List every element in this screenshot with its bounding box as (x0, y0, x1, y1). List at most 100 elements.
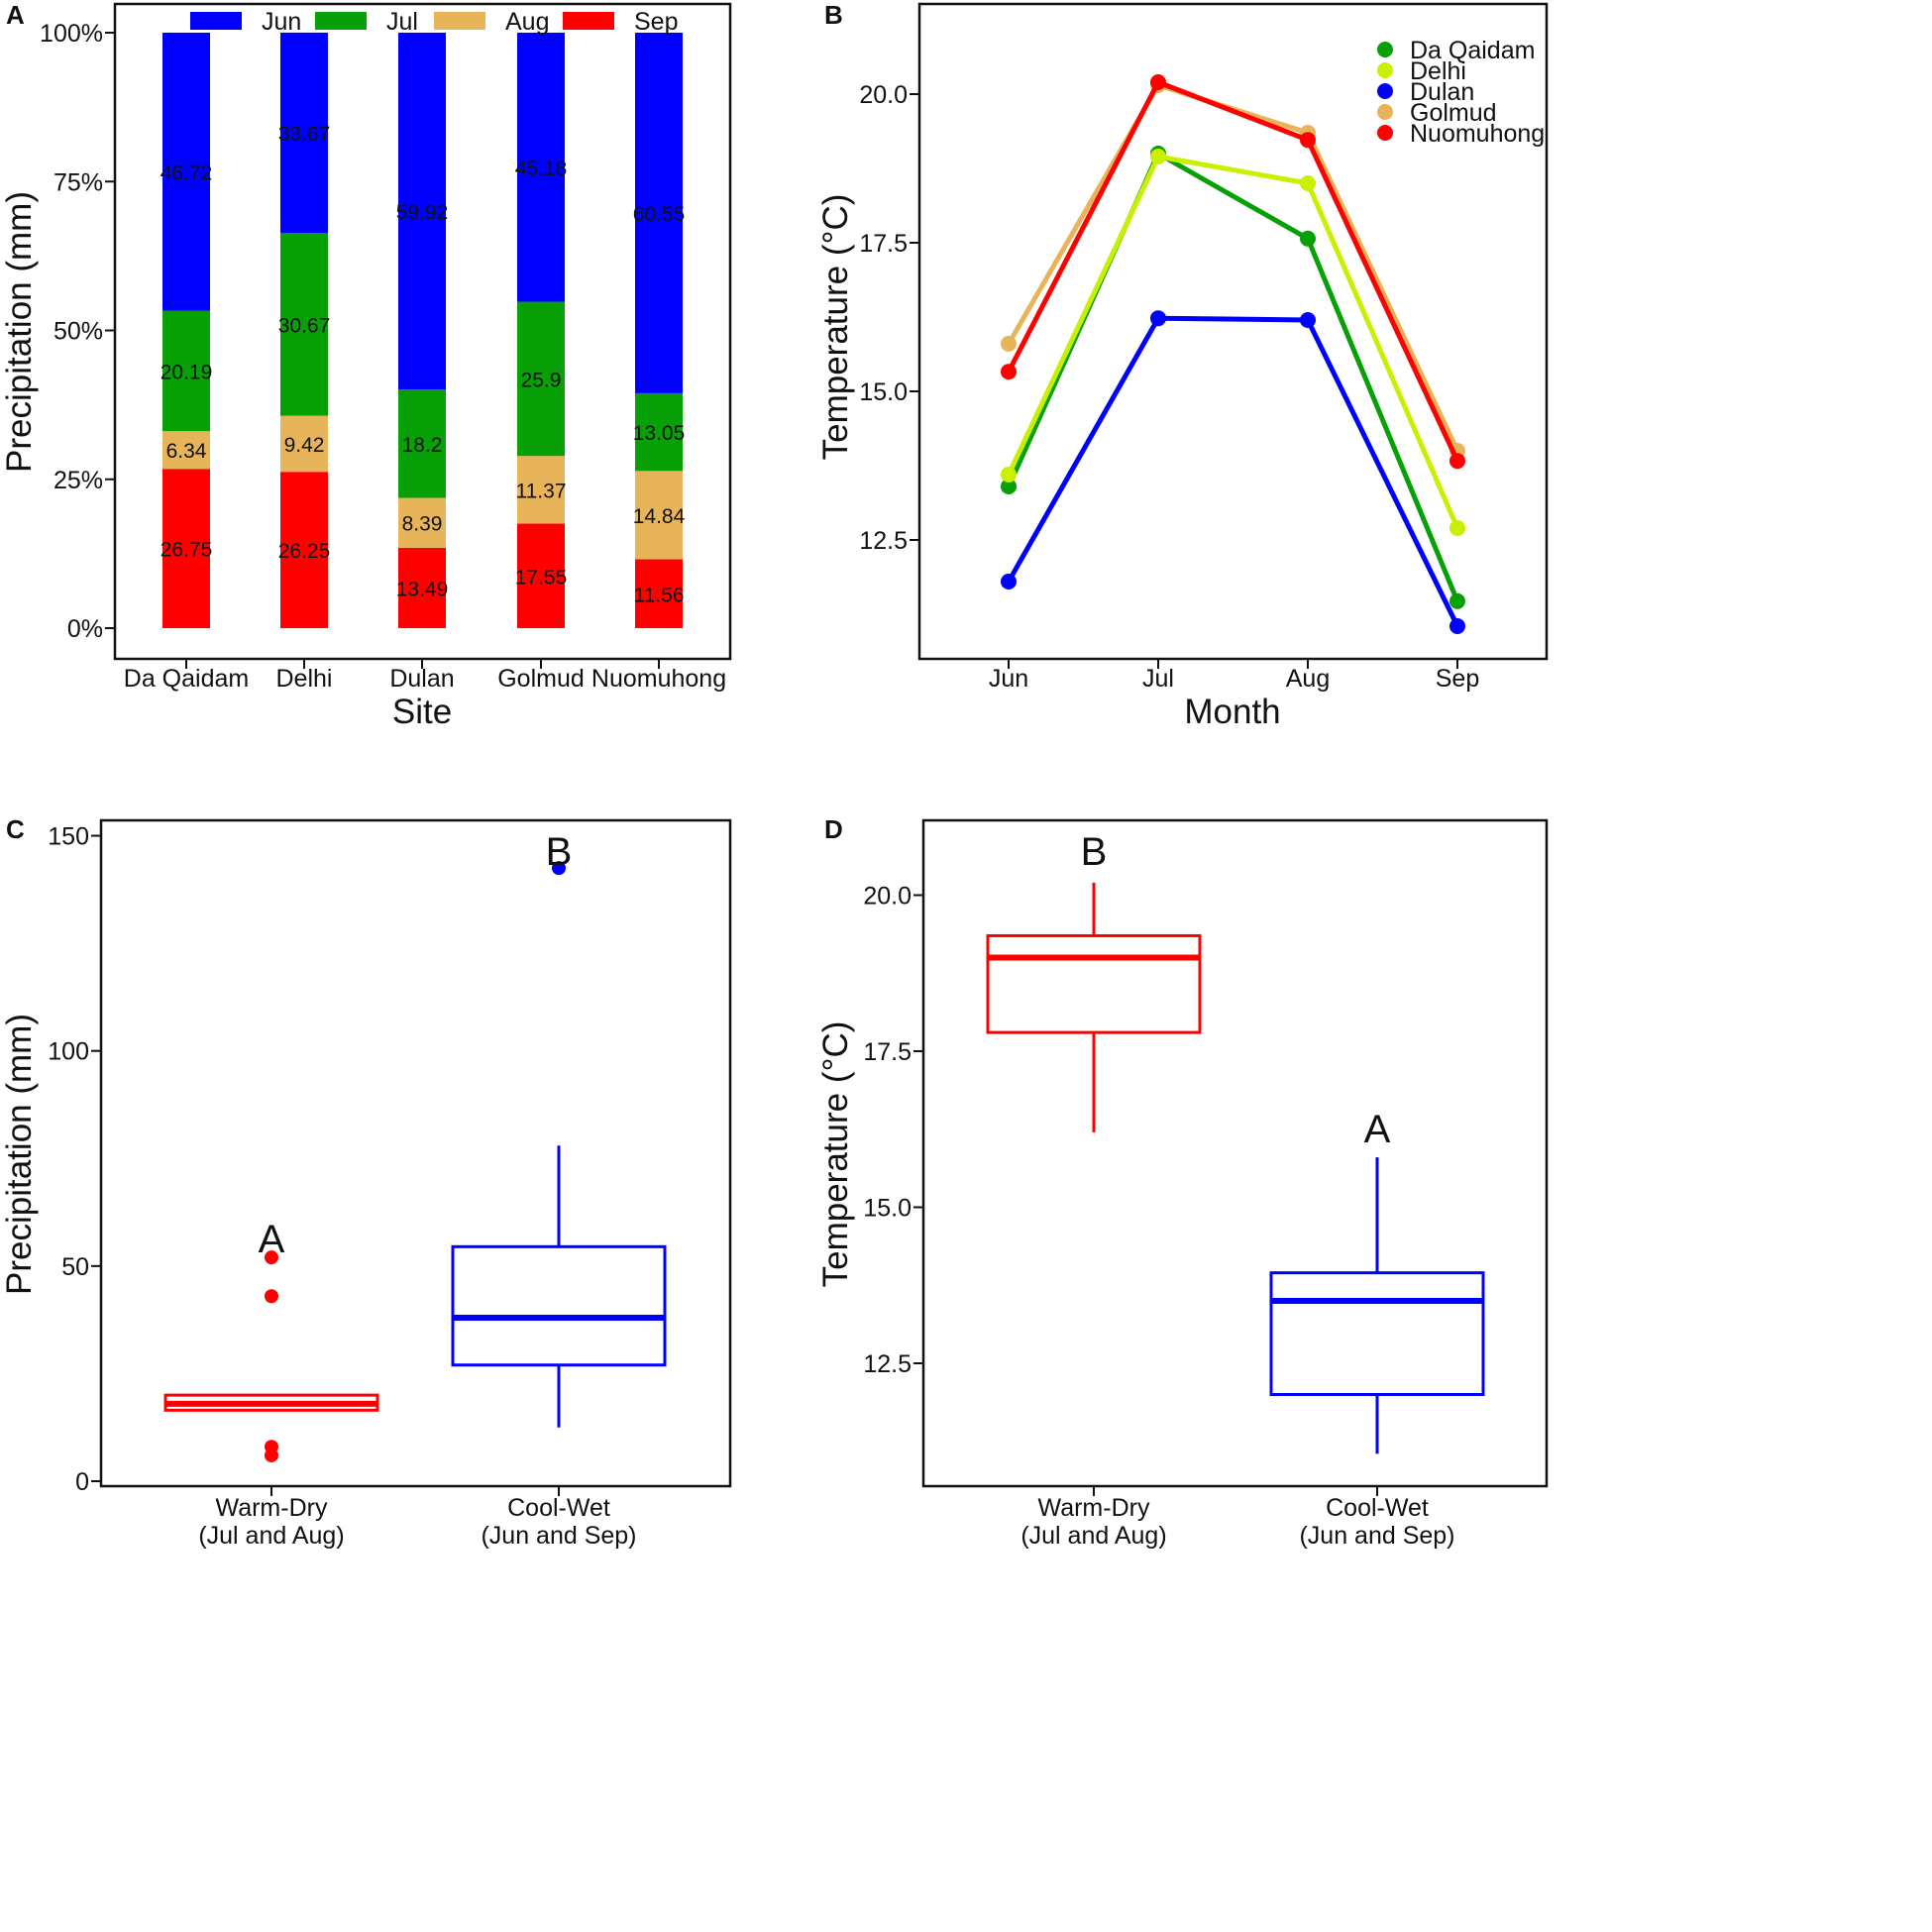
y-axis-title-d: Temperature (°C) (816, 1021, 855, 1288)
bar-segment (280, 415, 328, 473)
x-axis-title-b: Month (1184, 693, 1280, 731)
group-sublabel: (Jun and Sep) (481, 1522, 636, 1550)
bar-segment (517, 523, 565, 628)
legend-marker-b (1377, 125, 1393, 141)
bar-segment (280, 472, 328, 628)
y-tick-label-b: 12.5 (859, 527, 908, 555)
group-label: Warm-Dry (216, 1494, 328, 1522)
x-tick-label-a: Nuomuhong (591, 665, 726, 693)
legend-label-a: Jul (386, 8, 418, 36)
x-tick-label-b: Aug (1286, 665, 1330, 693)
y-tick-label-a: 25% (54, 467, 103, 494)
y-tick-label-d: 15.0 (863, 1195, 912, 1223)
legend-swatch-a (315, 12, 367, 30)
y-tick-label-a: 75% (54, 168, 103, 196)
bar-segment (517, 456, 565, 524)
bar-segment (162, 469, 210, 628)
legend-marker-b (1377, 83, 1393, 99)
y-axis-title-a: Precipitation (mm) (0, 191, 39, 473)
y-tick-label-a: 0% (67, 615, 103, 643)
significance-letter: A (1364, 1108, 1391, 1151)
y-tick-label-c: 100 (48, 1038, 89, 1066)
bar-value-label: 13.49 (396, 578, 449, 600)
y-tick-label-a: 100% (40, 20, 103, 48)
bar-value-label: 25.9 (521, 369, 562, 391)
bar-segment (635, 559, 683, 628)
bar-value-label: 11.56 (634, 584, 685, 606)
data-point (1150, 310, 1166, 327)
data-point (1300, 175, 1316, 191)
data-point (1150, 149, 1166, 164)
bar-segment (398, 497, 446, 548)
bar-value-label: 33.67 (278, 123, 331, 146)
group-label: Cool-Wet (1326, 1494, 1429, 1522)
data-point (1001, 574, 1017, 590)
y-tick-label-b: 20.0 (859, 81, 908, 109)
bar-segment (162, 33, 210, 311)
bar-segment (398, 547, 446, 628)
series-line-dulan (1006, 315, 1460, 628)
x-tick-label-a: Dulan (389, 665, 454, 693)
box-iqr (451, 1244, 667, 1367)
y-tick-label-b: 17.5 (859, 230, 908, 258)
group-sublabel: (Jul and Aug) (198, 1522, 344, 1550)
plot-frame-b (917, 2, 1549, 661)
bar-value-label: 60.55 (633, 203, 686, 226)
bar-value-label: 11.37 (516, 480, 567, 502)
data-point (1449, 520, 1465, 536)
box-outlier (265, 1289, 278, 1304)
bar-segment (162, 310, 210, 432)
panel-letter-a: A (6, 0, 25, 30)
x-tick-label-b: Jul (1142, 665, 1174, 693)
bar-segment (517, 301, 565, 457)
box-outlier (265, 1250, 278, 1265)
bar-value-label: 30.67 (278, 314, 331, 337)
legend-label-a: Sep (634, 8, 678, 36)
significance-letter: A (259, 1218, 285, 1261)
series-line-delhi (1006, 154, 1460, 529)
bar-value-label: 45.18 (515, 158, 568, 180)
x-tick-label-b: Jun (989, 665, 1028, 693)
legend-label-b: Dulan (1410, 78, 1474, 106)
x-tick-label-b: Sep (1436, 665, 1479, 693)
box-iqr (986, 933, 1202, 1034)
y-tick-label-c: 150 (48, 823, 89, 851)
bar-value-label: 18.2 (402, 434, 443, 457)
legend-label-b: Golmud (1410, 99, 1497, 127)
legend-label-b: Delhi (1410, 57, 1466, 85)
bar-value-label: 17.55 (515, 566, 568, 589)
box-outlier (265, 1448, 278, 1462)
y-tick-label-d: 17.5 (863, 1038, 912, 1066)
bar-value-label: 14.84 (633, 505, 686, 528)
plot-frame-d (921, 818, 1549, 1488)
panel-letter-b: B (824, 0, 843, 30)
legend-marker-b (1377, 42, 1393, 57)
data-point (1449, 618, 1465, 634)
bar-segment (635, 392, 683, 472)
bar-value-label: 26.75 (161, 539, 213, 562)
y-tick-label-b: 15.0 (859, 378, 908, 406)
bar-value-label: 8.39 (402, 513, 443, 536)
y-tick-label-d: 20.0 (863, 883, 912, 911)
y-tick-label-c: 50 (61, 1253, 89, 1281)
data-point (1001, 336, 1017, 352)
significance-letter: B (546, 830, 573, 874)
legend-swatch-a (190, 12, 242, 30)
y-tick-label-a: 50% (54, 318, 103, 346)
y-tick-label-c: 0 (75, 1468, 89, 1496)
data-point (1449, 453, 1465, 470)
legend-label-a: Jun (262, 8, 301, 36)
data-point (1001, 364, 1017, 380)
panel-letter-d: D (824, 814, 843, 844)
bar-value-label: 13.05 (633, 422, 686, 445)
group-label: Cool-Wet (507, 1494, 610, 1522)
y-axis-title-b: Temperature (°C) (816, 194, 855, 461)
x-axis-title-a: Site (392, 693, 452, 731)
y-tick-label-d: 12.5 (863, 1350, 912, 1378)
data-point (1449, 592, 1465, 609)
bar-segment (398, 389, 446, 498)
x-tick-label-a: Golmud (497, 665, 585, 693)
legend-label-b: Nuomuhong (1410, 120, 1545, 148)
bar-segment (635, 471, 683, 560)
